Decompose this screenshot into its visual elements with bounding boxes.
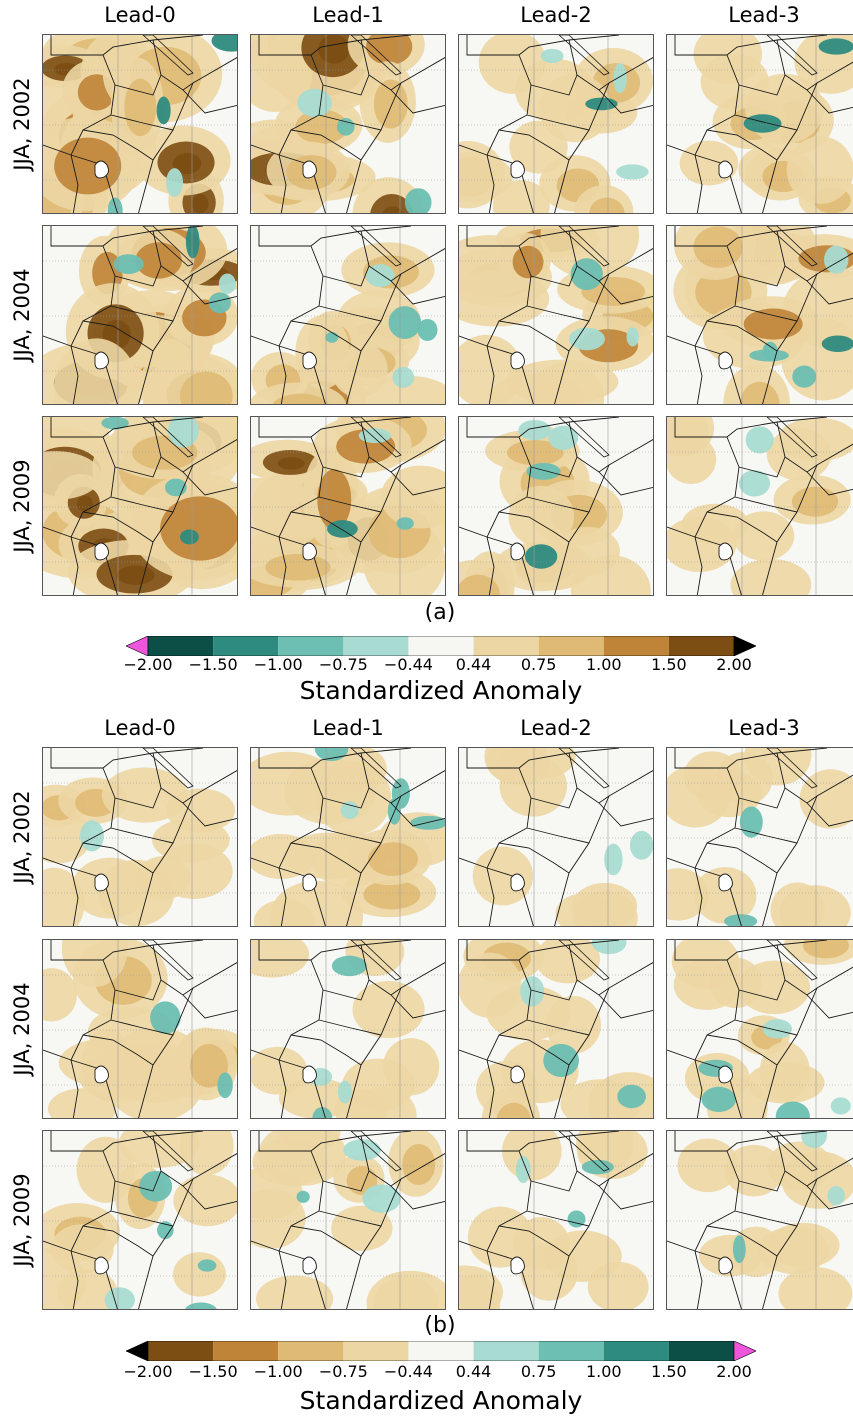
map-panel [250,416,446,596]
colorbar-tick-label: 1.00 [585,655,622,674]
column-header-lead-1: Lead-1 [312,716,384,740]
map-panel [42,225,238,405]
anomaly-map [459,417,653,595]
map-panel [42,416,238,596]
anomaly-map [251,748,445,926]
map-panel [42,747,238,927]
map-panel [250,939,446,1119]
map-panel [42,1130,238,1310]
map-panel [458,416,654,596]
anomaly-map [667,940,853,1118]
colorbar [125,1340,757,1362]
map-panel [666,416,853,596]
colorbar-tick-label: −2.00 [123,1362,173,1381]
colorbar-tick-label: −1.50 [188,655,238,674]
map-panel [458,1130,654,1310]
map-panel [666,939,853,1119]
anomaly-map [251,940,445,1118]
colorbar-tick-label: −0.44 [383,1362,433,1381]
colorbar [125,635,757,657]
anomaly-map [667,35,853,213]
colorbar-tick-label: −2.00 [123,655,173,674]
map-panel [250,1130,446,1310]
colorbar-title: Standardized Anomaly [299,676,583,705]
row-label: JJA, 2004 [10,982,34,1076]
colorbar-tick-label: 1.50 [651,1362,687,1381]
anomaly-map [43,748,237,926]
row-label: JJA, 2009 [10,1173,34,1267]
anomaly-map [667,1131,853,1309]
colorbar-tick-label: −1.50 [188,1362,238,1381]
column-header-lead-2: Lead-2 [520,3,592,27]
colorbar-container [125,1340,757,1365]
colorbar-tick-label: 0.75 [520,1362,557,1381]
map-panel [42,34,238,214]
colorbar-tick-label: 1.50 [651,655,687,674]
anomaly-map [459,226,653,404]
row-label: JJA, 2002 [10,790,34,884]
colorbar-tick-label: 2.00 [716,1362,752,1381]
colorbar-tick-label: 2.00 [716,655,752,674]
column-header-lead-2: Lead-2 [520,716,592,740]
anomaly-map [667,748,853,926]
anomaly-map [459,35,653,213]
column-header-lead-1: Lead-1 [312,3,384,27]
anomaly-map [251,417,445,595]
row-label: JJA, 2004 [10,268,34,362]
anomaly-map [43,35,237,213]
column-header-lead-0: Lead-0 [104,3,176,27]
map-panel [666,1130,853,1310]
map-panel [250,747,446,927]
colorbar-tick-label: 0.75 [520,655,557,674]
anomaly-map [251,35,445,213]
colorbar-tick-label: −0.75 [318,1362,368,1381]
colorbar-tick-label: 1.00 [585,1362,622,1381]
map-panel [250,34,446,214]
colorbar-container [125,635,757,660]
colorbar-tick-label: 0.44 [455,655,492,674]
colorbar-tick-label: −1.00 [253,655,303,674]
row-label: JJA, 2009 [10,459,34,553]
map-panel [458,34,654,214]
column-header-lead-3: Lead-3 [728,3,800,27]
colorbar-tick-label: −0.75 [318,655,368,674]
anomaly-map [459,748,653,926]
map-panel [458,747,654,927]
map-panel [666,747,853,927]
colorbar-tick-label: −1.00 [253,1362,303,1381]
colorbar-tick-label: 0.44 [455,1362,492,1381]
anomaly-map [251,226,445,404]
anomaly-map [43,1131,237,1309]
map-panel [458,939,654,1119]
map-panel [666,225,853,405]
column-header-lead-0: Lead-0 [104,716,176,740]
anomaly-map [43,417,237,595]
map-panel [458,225,654,405]
colorbar-title: Standardized Anomaly [299,1386,583,1415]
anomaly-map [459,1131,653,1309]
row-label: JJA, 2002 [10,77,34,171]
anomaly-map [667,226,853,404]
anomaly-map [43,226,237,404]
anomaly-map [667,417,853,595]
colorbar-tick-label: −0.44 [383,655,433,674]
map-panel [250,225,446,405]
panel-caption: (b) [424,1313,456,1338]
panel-caption: (a) [424,600,456,625]
anomaly-map [459,940,653,1118]
map-panel [666,34,853,214]
anomaly-map [251,1131,445,1309]
column-header-lead-3: Lead-3 [728,716,800,740]
map-panel [42,939,238,1119]
anomaly-map [43,940,237,1118]
